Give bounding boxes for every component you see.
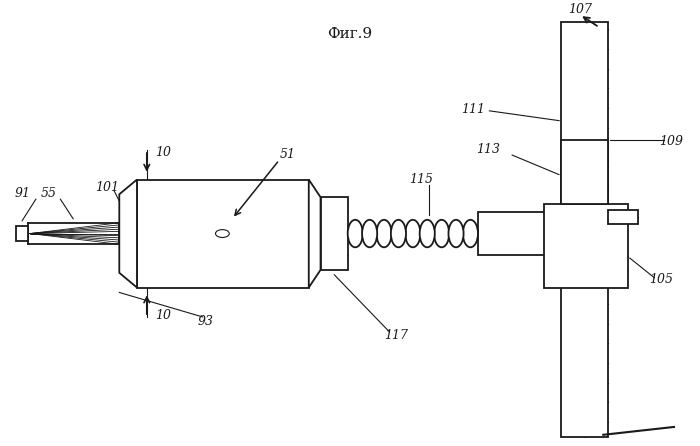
Text: 101: 101 [94,182,119,194]
Text: 51: 51 [279,148,295,161]
Bar [545,204,628,288]
Ellipse shape [449,220,463,247]
Text: 107: 107 [568,3,592,16]
Bar [561,22,608,437]
Ellipse shape [434,220,449,247]
Ellipse shape [463,220,478,247]
Ellipse shape [420,220,435,247]
Text: 55: 55 [41,187,57,200]
Bar [119,224,137,244]
Bar [608,210,638,224]
Text: 105: 105 [650,273,673,285]
Bar [477,212,561,255]
Text: 91: 91 [14,187,30,200]
Text: Фиг.9: Фиг.9 [328,27,372,41]
Text: 111: 111 [461,103,485,116]
Text: 10: 10 [155,146,171,159]
Text: 10: 10 [155,309,171,322]
Text: 93: 93 [198,315,214,328]
Polygon shape [119,180,137,288]
Bar [321,197,348,270]
Ellipse shape [362,220,377,247]
Ellipse shape [391,220,406,247]
Bar [137,180,309,288]
Ellipse shape [377,220,391,247]
Text: 113: 113 [476,143,500,156]
Bar [16,226,28,241]
Polygon shape [309,180,321,288]
Bar [561,140,608,204]
Text: 117: 117 [384,329,408,342]
Ellipse shape [348,220,363,247]
Text: 109: 109 [659,135,683,148]
Ellipse shape [405,220,421,247]
Ellipse shape [216,230,229,237]
Text: 115: 115 [409,173,433,186]
